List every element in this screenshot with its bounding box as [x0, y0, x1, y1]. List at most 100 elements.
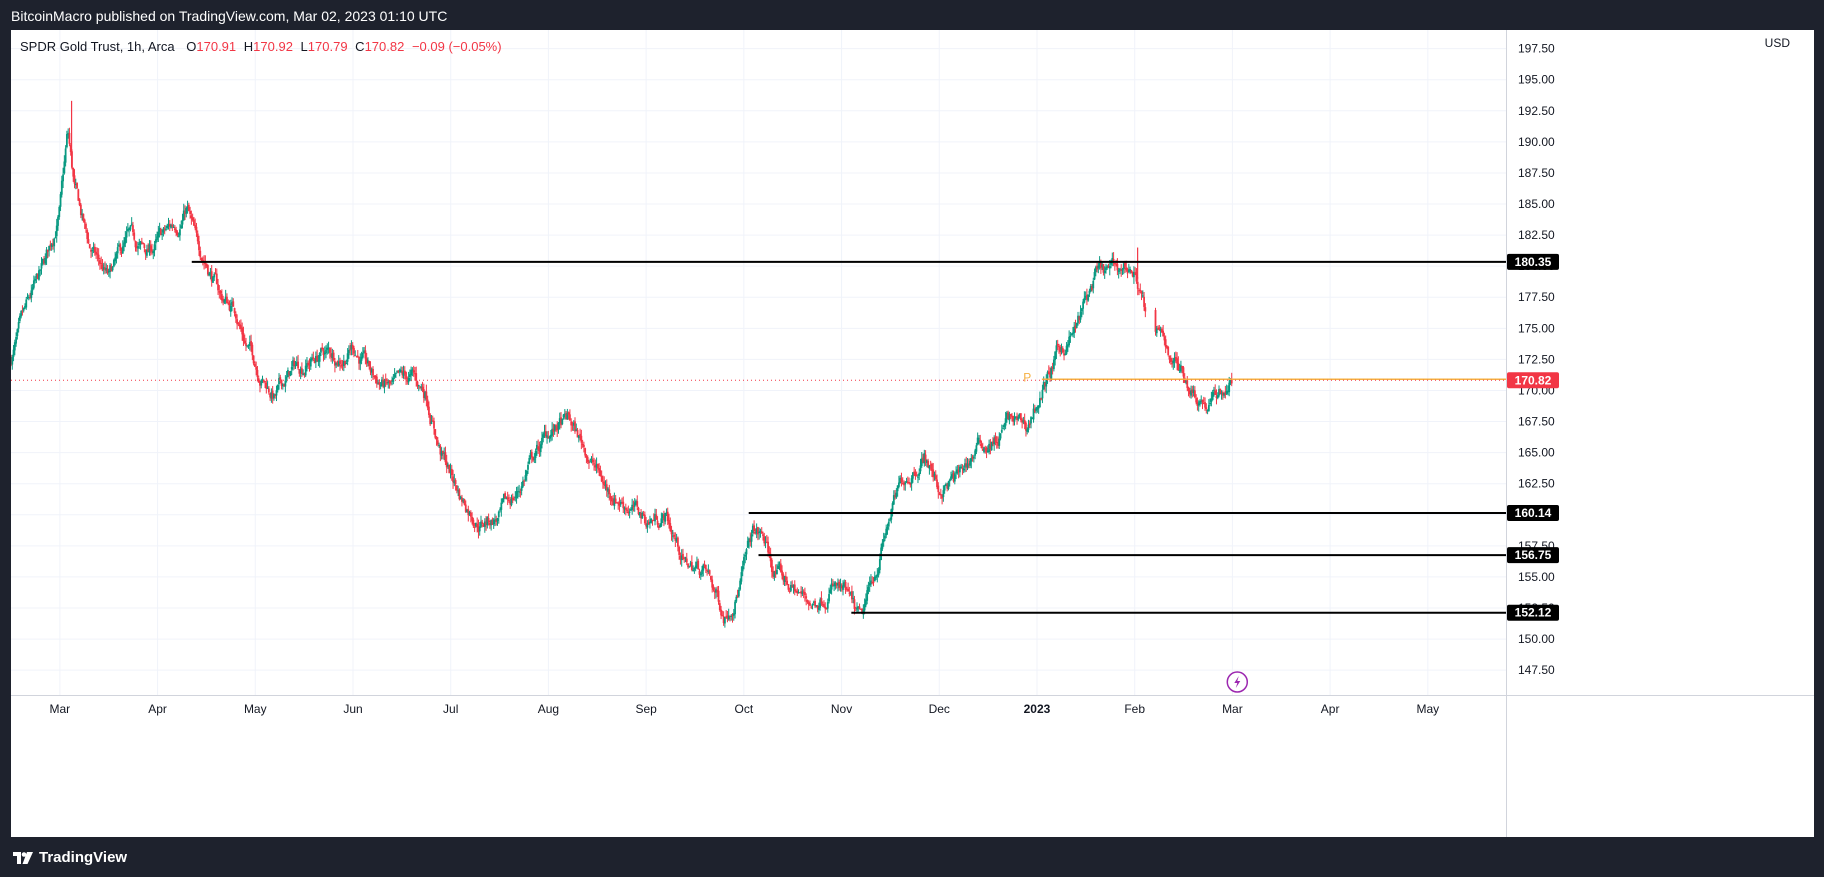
candle-body-up [50, 244, 53, 247]
candle-body-down [264, 381, 266, 383]
candle-body-up [868, 582, 871, 586]
candle-body-up [910, 478, 913, 484]
candle-body-up [1054, 351, 1057, 361]
candle-body-up [1200, 400, 1203, 402]
level-label-bg [1507, 547, 1559, 564]
candle-body-up [518, 491, 521, 493]
candle-body-up [551, 428, 554, 436]
candle-body-down [931, 463, 933, 471]
candle-body-up [743, 557, 745, 566]
candle-body-up [759, 530, 762, 532]
candle-body-up [589, 461, 592, 463]
candle-body-down [1021, 419, 1024, 423]
candle-body-up [459, 496, 462, 500]
candle-body-down [840, 585, 843, 589]
candle-body-down [1201, 399, 1204, 403]
candle-body-up [727, 615, 730, 620]
publisher-line: BitcoinMacro published on TradingView.co… [11, 8, 448, 24]
candle-body-up [688, 566, 691, 568]
candle-body-down [236, 319, 239, 325]
candle-body-up [430, 421, 433, 424]
candle-body-up [391, 380, 393, 382]
candle-body-up [732, 613, 735, 616]
candle-body-up [1192, 389, 1195, 393]
candle-body-down [556, 426, 559, 431]
candle-body-down [609, 495, 612, 499]
candle-body-up [857, 606, 860, 609]
candle-body-down [1193, 390, 1196, 398]
candle-body-up [393, 374, 396, 378]
candle-body-down [859, 608, 862, 610]
candle-body-down [1099, 262, 1102, 269]
candle-body-down [196, 233, 199, 242]
candle-body-up [213, 274, 216, 278]
candle-body-up [1045, 379, 1048, 387]
candle-body-up [1008, 413, 1011, 421]
candle-body-up [1121, 269, 1124, 271]
candle-body-down [716, 589, 719, 593]
candle-body-up [635, 500, 637, 504]
candle-body-down [238, 324, 241, 327]
candle-body-down [415, 373, 418, 381]
price-chart[interactable]: 197.50 195.00 192.50 190.00 187.50 185.00 182.… [11, 30, 1814, 837]
candle-body-down [199, 250, 202, 258]
candle-body-up [314, 355, 317, 363]
candle-body-up [595, 464, 598, 468]
candle-body-down [300, 368, 303, 374]
candle-body-up [180, 225, 183, 229]
x-tick-label: Nov [831, 702, 852, 716]
candle-body-up [553, 424, 556, 431]
candle-body-up [892, 495, 895, 505]
candle-body-up [828, 594, 830, 602]
candle-body-up [492, 519, 495, 525]
candle-body-up [379, 385, 382, 387]
candle-body-down [1230, 379, 1233, 384]
candle-body-up [877, 569, 880, 576]
candle-body-up [1178, 370, 1181, 372]
candle-body-down [1120, 269, 1123, 271]
candle-body-down [96, 253, 99, 255]
level-label: 152.12 [1515, 606, 1552, 620]
candle-body-up [39, 269, 42, 271]
candle-body-down [1215, 396, 1218, 398]
candle-body-up [962, 468, 965, 471]
candle-body-down [1009, 414, 1012, 416]
candle-body-down [537, 446, 540, 450]
candle-body-down [436, 440, 439, 445]
candle-body-up [457, 490, 460, 492]
candle-body-up [885, 528, 888, 536]
candle-body-down [618, 503, 621, 506]
candle-body-up [1209, 402, 1212, 405]
candle-body-down [772, 570, 775, 577]
x-tick-label: Apr [1321, 702, 1340, 716]
candle-body-down [810, 606, 813, 608]
candle-body-down [416, 381, 419, 387]
candle-body-down [187, 204, 190, 212]
candle-body-up [318, 352, 321, 362]
candle-body-up [525, 471, 528, 476]
candle-body-up [212, 277, 214, 283]
candle-body-up [306, 363, 308, 368]
candle-body-down [656, 520, 659, 525]
candle-body-down [1139, 289, 1142, 291]
candle-body-up [266, 387, 269, 389]
candle-body-up [843, 582, 846, 587]
candle-body-down [82, 213, 85, 222]
x-tick-label: Sep [635, 702, 657, 716]
y-tick-label: 147.50 [1518, 663, 1555, 677]
candle-body-up [882, 539, 885, 543]
candle-body-up [270, 391, 273, 399]
chart-panel[interactable]: 197.50 195.00 192.50 190.00 187.50 185.00 182.… [11, 30, 1814, 837]
candle-body-down [809, 603, 811, 606]
candle-body-up [925, 460, 928, 463]
candle-body-down [1116, 263, 1119, 271]
candle-body-down [1169, 358, 1172, 362]
candle-body-up [345, 362, 348, 365]
candle-body-up [577, 435, 580, 439]
candle-body-up [830, 583, 833, 590]
legend-close-label: C [355, 39, 365, 54]
candle-body-up [898, 482, 900, 487]
candle-body-down [1063, 353, 1065, 356]
candle-body-down [426, 399, 429, 408]
tradingview-logo[interactable]: TradingView [13, 849, 127, 866]
